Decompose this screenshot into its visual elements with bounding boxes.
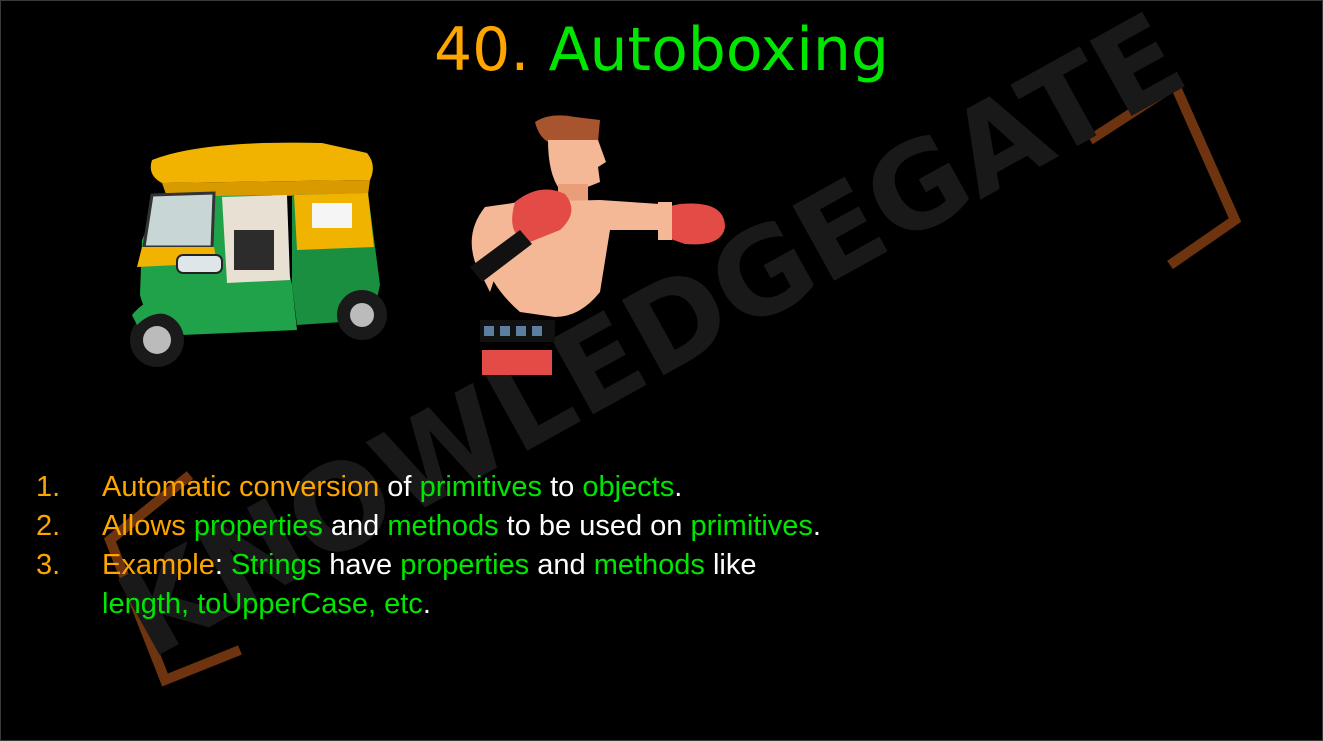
list-item-text-segment: . xyxy=(674,471,683,503)
title-word: Autoboxing xyxy=(548,15,890,85)
list-item-text-segment: Strings xyxy=(230,549,322,581)
list-item-text-segment: primitives xyxy=(419,471,543,503)
list-item-text-segment: methods xyxy=(387,510,499,542)
list-item-text-segment: methods xyxy=(593,549,705,581)
watermark-bracket-right xyxy=(1087,77,1242,270)
list-item: 2. Allows properties and methods to be us… xyxy=(36,507,821,546)
list-item-text-segment xyxy=(186,510,194,542)
list-item-number: 1. xyxy=(36,471,61,503)
list-item-text-segment: to xyxy=(542,471,583,503)
list-item-text-segment: . xyxy=(812,510,821,542)
list-item-text-segment: . xyxy=(422,588,431,620)
list-item-text-segment: to be used on xyxy=(498,510,691,542)
list-item-text-segment: and xyxy=(529,549,594,581)
list-item-text-segment: Example xyxy=(102,549,215,581)
auto-rickshaw-image xyxy=(130,142,387,367)
list-item: 1. Automatic conversion of primitives to … xyxy=(36,468,821,507)
list-item-text-segment: and xyxy=(322,510,388,542)
list-item-text-segment: Automatic conversion xyxy=(102,471,380,503)
list-item-text-segment: properties xyxy=(193,510,323,542)
slide-title: 40. Autoboxing xyxy=(0,10,1323,90)
title-number: 40. xyxy=(433,15,530,85)
list-item-number: 2. xyxy=(36,510,61,542)
list-item-text-segment: Allows xyxy=(102,510,186,542)
list-item-text-segment: have xyxy=(321,549,401,581)
watermark-bracket-left xyxy=(104,471,242,687)
list-item-text-segment: like xyxy=(704,549,757,581)
list-item-number: 3. xyxy=(36,549,61,581)
list-item-text-segment: primitives xyxy=(690,510,813,542)
list-item-text-segment: properties xyxy=(400,549,530,581)
boxer-icon xyxy=(470,115,725,375)
bullet-list: 1. Automatic conversion of primitives to … xyxy=(36,468,821,624)
list-item-text-segment: length, toUpperCase, etc xyxy=(102,588,423,620)
list-item-text-segment: objects xyxy=(582,471,675,503)
list-item-text-segment: of xyxy=(379,471,420,503)
list-item-text-segment: : xyxy=(214,549,231,581)
list-item: 3. Example: Strings have properties and m… xyxy=(36,546,821,624)
